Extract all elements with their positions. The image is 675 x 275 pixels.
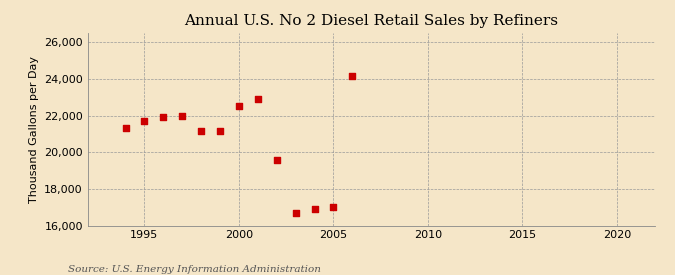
Point [120,126,131,131]
Point [158,115,169,120]
Point [215,129,225,133]
Point [139,119,150,123]
Point [196,129,207,133]
Title: Annual U.S. No 2 Diesel Retail Sales by Refiners: Annual U.S. No 2 Diesel Retail Sales by … [184,14,558,28]
Y-axis label: Thousand Gallons per Day: Thousand Gallons per Day [28,56,38,203]
Text: Source: U.S. Energy Information Administration: Source: U.S. Energy Information Administ… [68,265,321,274]
Point [347,74,358,78]
Point [290,210,301,215]
Point [271,157,282,162]
Point [177,114,188,119]
Point [252,97,263,101]
Point [234,104,244,109]
Point [309,207,320,211]
Point [328,205,339,209]
